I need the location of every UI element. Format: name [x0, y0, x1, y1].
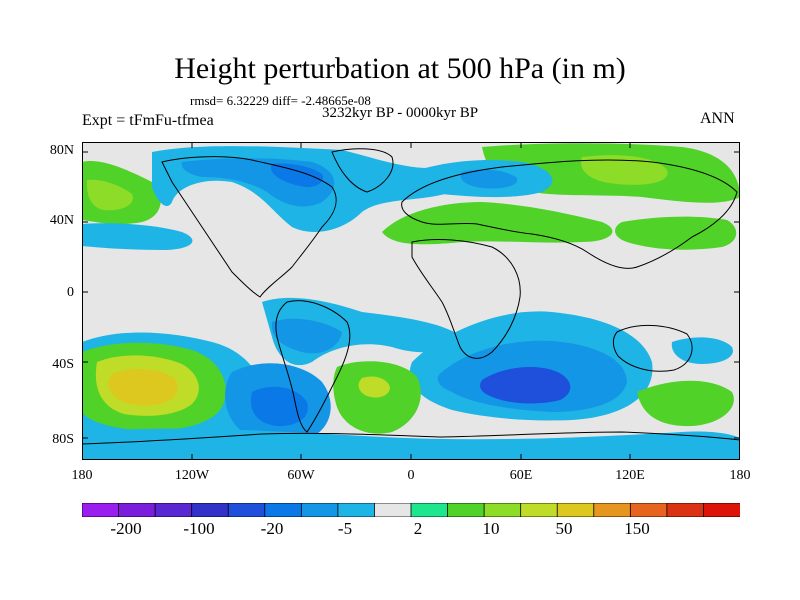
map-ticks [82, 142, 740, 460]
colorbar-label-1: -200 [110, 519, 142, 538]
season-label: ANN [700, 110, 735, 127]
lat-label-40s: 40S [52, 357, 74, 372]
colorbar [82, 503, 740, 517]
field-europe-negative-core [460, 169, 518, 189]
colorbar-swatch-14 [556, 503, 595, 517]
colorbar-swatch-10 [410, 503, 449, 517]
colorbar-label-6: 10 [482, 519, 500, 538]
lat-label-80n: 80N [49, 143, 74, 158]
field-hudson-core [271, 163, 324, 188]
contour-fields [82, 143, 740, 460]
colorbar-label-3: -20 [260, 519, 284, 538]
colorbar-swatch-9 [374, 503, 412, 517]
coast-australia [612, 324, 693, 372]
coast-africa [411, 239, 521, 359]
lon-label-0: 0 [407, 468, 415, 483]
field-siberia-core [581, 155, 668, 185]
colorbar-swatch-6 [264, 503, 303, 517]
colorbar-swatch-5 [227, 503, 266, 517]
colorbar-swatch-2 [118, 503, 157, 517]
lon-label-60w: 60W [287, 468, 315, 483]
field-south-atlantic-positive-core [358, 376, 390, 398]
lon-label-60e: 60E [509, 468, 533, 483]
lon-label-180e: 180 [729, 468, 751, 483]
colorbar-swatch-4 [191, 503, 230, 517]
field-north-pacific-core [86, 179, 133, 211]
coastlines [82, 148, 740, 445]
colorbar-label-2: -100 [183, 519, 215, 538]
plot-title: Height perturbation at 500 hPa (in m) [174, 52, 626, 85]
colorbar-label-8: 150 [624, 519, 650, 538]
coast-greenland [331, 148, 394, 193]
field-southern-ocean [82, 428, 740, 460]
lat-label-eq: 0 [67, 285, 74, 300]
time-period: 3232kyr BP - 0000kyr BP [322, 105, 479, 121]
lon-label-180w: 180 [71, 468, 93, 483]
colorbar-swatch-15 [593, 503, 632, 517]
lon-label-120w: 120W [174, 468, 210, 483]
experiment-label: Expt = tFmFu-tfmea [82, 112, 214, 129]
field-asia-positive [615, 216, 737, 250]
colorbar-swatch-7 [300, 503, 339, 517]
field-indian-ocean-core [480, 367, 571, 404]
colorbar-label-5: 2 [413, 519, 423, 538]
lon-label-120e: 120E [615, 468, 645, 483]
colorbar-swatch-3 [154, 503, 193, 517]
colorbar-label-7: 50 [555, 519, 573, 538]
coast-eurasia [401, 159, 738, 269]
colorbar-swatch-1 [82, 503, 120, 517]
lat-label-40n: 40N [49, 213, 74, 228]
field-east-pacific-south [637, 380, 734, 427]
field-south-america-core [271, 318, 342, 354]
field-east-pacific-south-negative [671, 337, 733, 364]
field-europe-positive [382, 202, 613, 245]
colorbar-swatch-13 [520, 503, 559, 517]
field-south-pacific-core [108, 369, 178, 406]
colorbar-swatch-16 [629, 503, 668, 517]
rmsd-stats: rmsd= 6.32229 diff= -2.48665e-08 [190, 93, 371, 108]
coast-south-america [275, 300, 351, 433]
colorbar-label-4: -5 [337, 519, 353, 538]
lat-label-80s: 80S [52, 432, 74, 447]
coast-antarctica [82, 431, 740, 445]
colorbar-swatch-11 [447, 503, 486, 517]
colorbar-swatch-18 [703, 503, 740, 517]
coast-north-america [161, 156, 337, 298]
colorbar-swatch-17 [666, 503, 705, 517]
field-pacific-band [82, 223, 193, 250]
contour-map [82, 142, 740, 460]
colorbar-swatch-12 [483, 503, 522, 517]
colorbar-swatch-8 [337, 503, 376, 517]
